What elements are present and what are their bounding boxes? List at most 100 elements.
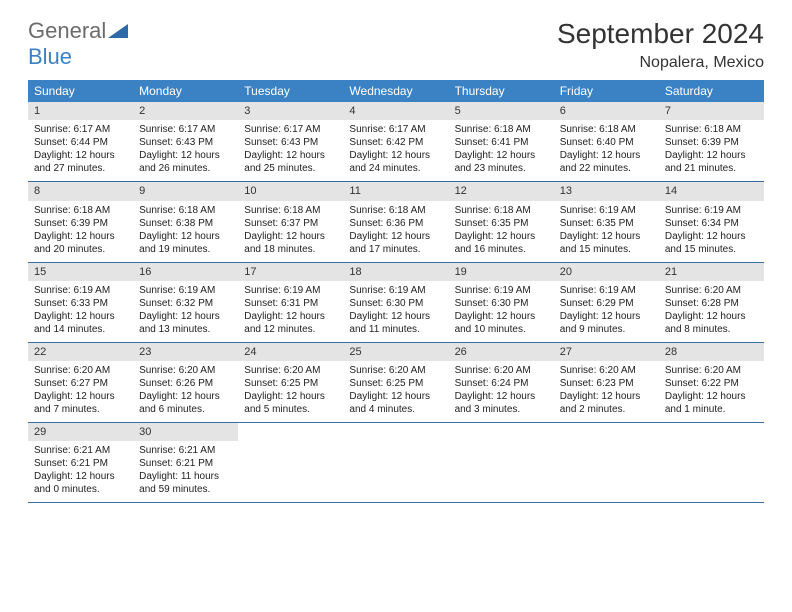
week-row: 29Sunrise: 6:21 AMSunset: 6:21 PMDayligh… — [28, 423, 764, 503]
day-number: 29 — [28, 423, 133, 441]
day-line: Sunset: 6:44 PM — [34, 136, 129, 149]
day-line: Sunrise: 6:17 AM — [139, 123, 234, 136]
day-line: Sunrise: 6:17 AM — [349, 123, 444, 136]
day-number: 25 — [343, 343, 448, 361]
day-line: and 13 minutes. — [139, 323, 234, 336]
day-line: Sunset: 6:29 PM — [560, 297, 655, 310]
day-number: 27 — [554, 343, 659, 361]
day-line: and 4 minutes. — [349, 403, 444, 416]
week-row: 1Sunrise: 6:17 AMSunset: 6:44 PMDaylight… — [28, 102, 764, 182]
day-cell: 17 Sunrise: 6:19 AMSunset: 6:31 PMDayligh… — [238, 263, 343, 342]
weekday-header-row: SundayMondayTuesdayWednesdayThursdayFrid… — [28, 80, 764, 102]
day-line: and 26 minutes. — [139, 162, 234, 175]
day-cell: 27Sunrise: 6:20 AMSunset: 6:23 PMDayligh… — [554, 343, 659, 422]
day-body: Sunrise: 6:18 AMSunset: 6:38 PMDaylight:… — [133, 204, 238, 256]
day-line: Sunset: 6:43 PM — [139, 136, 234, 149]
day-cell: 28Sunrise: 6:20 AMSunset: 6:22 PMDayligh… — [659, 343, 764, 422]
day-line: Sunrise: 6:20 AM — [665, 284, 760, 297]
day-line: Sunset: 6:31 PM — [244, 297, 339, 310]
day-line: Daylight: 12 hours — [244, 149, 339, 162]
calendar-body: 1Sunrise: 6:17 AMSunset: 6:44 PMDaylight… — [28, 102, 764, 503]
day-line: Sunset: 6:43 PM — [244, 136, 339, 149]
day-line: Daylight: 12 hours — [349, 390, 444, 403]
day-body: Sunrise: 6:17 AMSunset: 6:43 PMDaylight:… — [238, 123, 343, 175]
day-line: Sunset: 6:39 PM — [665, 136, 760, 149]
day-cell: 9Sunrise: 6:18 AMSunset: 6:38 PMDaylight… — [133, 182, 238, 261]
day-line: Daylight: 12 hours — [560, 310, 655, 323]
day-line: Sunrise: 6:19 AM — [455, 284, 550, 297]
day-body: Sunrise: 6:17 AMSunset: 6:43 PMDaylight:… — [133, 123, 238, 175]
day-line: Daylight: 12 hours — [455, 149, 550, 162]
day-line: Daylight: 12 hours — [34, 470, 129, 483]
day-cell-empty — [238, 423, 343, 502]
day-line: Sunset: 6:30 PM — [455, 297, 550, 310]
day-body: Sunrise: 6:18 AMSunset: 6:36 PMDaylight:… — [343, 204, 448, 256]
day-line: and 9 minutes. — [560, 323, 655, 336]
day-line: Sunset: 6:33 PM — [34, 297, 129, 310]
week-row: 8Sunrise: 6:18 AMSunset: 6:39 PMDaylight… — [28, 182, 764, 262]
day-number: 15 — [28, 263, 133, 281]
day-number: 7 — [659, 102, 764, 120]
day-line: Sunrise: 6:20 AM — [34, 364, 129, 377]
day-line: Daylight: 12 hours — [34, 149, 129, 162]
day-line: and 10 minutes. — [455, 323, 550, 336]
day-line: and 17 minutes. — [349, 243, 444, 256]
day-number: 10 — [238, 182, 343, 200]
day-line: Sunrise: 6:18 AM — [455, 204, 550, 217]
day-line: Sunrise: 6:18 AM — [34, 204, 129, 217]
day-number: 11 — [343, 182, 448, 200]
day-number: 21 — [659, 263, 764, 281]
logo-word-2: Blue — [28, 44, 72, 69]
day-number: 24 — [238, 343, 343, 361]
title-block: September 2024 Nopalera, Mexico — [557, 18, 764, 72]
day-line: Sunset: 6:21 PM — [139, 457, 234, 470]
day-number: 16 — [133, 263, 238, 281]
day-body: Sunrise: 6:20 AMSunset: 6:22 PMDaylight:… — [659, 364, 764, 416]
day-body: Sunrise: 6:19 AMSunset: 6:31 PMDaylight:… — [238, 284, 343, 336]
day-line: and 22 minutes. — [560, 162, 655, 175]
day-line: Sunrise: 6:18 AM — [665, 123, 760, 136]
day-cell: 26Sunrise: 6:20 AMSunset: 6:24 PMDayligh… — [449, 343, 554, 422]
day-body: Sunrise: 6:19 AMSunset: 6:33 PMDaylight:… — [28, 284, 133, 336]
day-line: and 25 minutes. — [244, 162, 339, 175]
day-cell: 12Sunrise: 6:18 AMSunset: 6:35 PMDayligh… — [449, 182, 554, 261]
day-number: 26 — [449, 343, 554, 361]
day-line: Sunset: 6:42 PM — [349, 136, 444, 149]
day-body: Sunrise: 6:17 AMSunset: 6:42 PMDaylight:… — [343, 123, 448, 175]
day-line: and 11 minutes. — [349, 323, 444, 336]
day-line: and 15 minutes. — [560, 243, 655, 256]
day-line: Daylight: 12 hours — [455, 230, 550, 243]
day-line: Daylight: 12 hours — [349, 230, 444, 243]
day-line: Sunset: 6:35 PM — [455, 217, 550, 230]
day-cell: 20Sunrise: 6:19 AMSunset: 6:29 PMDayligh… — [554, 263, 659, 342]
day-line: Daylight: 12 hours — [139, 230, 234, 243]
day-line: Sunrise: 6:19 AM — [34, 284, 129, 297]
day-line: Daylight: 12 hours — [455, 390, 550, 403]
day-line: and 5 minutes. — [244, 403, 339, 416]
day-line: and 27 minutes. — [34, 162, 129, 175]
day-line: Sunset: 6:36 PM — [349, 217, 444, 230]
day-cell-empty — [659, 423, 764, 502]
day-line: Daylight: 12 hours — [455, 310, 550, 323]
day-line: Daylight: 12 hours — [560, 390, 655, 403]
day-line: and 16 minutes. — [455, 243, 550, 256]
day-number: 19 — [449, 263, 554, 281]
day-line: Sunrise: 6:18 AM — [139, 204, 234, 217]
day-cell: 6Sunrise: 6:18 AMSunset: 6:40 PMDaylight… — [554, 102, 659, 181]
day-number: 23 — [133, 343, 238, 361]
day-cell-empty — [449, 423, 554, 502]
day-line: Sunrise: 6:19 AM — [560, 204, 655, 217]
day-cell: 4Sunrise: 6:17 AMSunset: 6:42 PMDaylight… — [343, 102, 448, 181]
day-number: 17 — [238, 263, 343, 281]
day-line: Daylight: 12 hours — [34, 230, 129, 243]
day-line: Sunrise: 6:20 AM — [244, 364, 339, 377]
day-cell: 5Sunrise: 6:18 AMSunset: 6:41 PMDaylight… — [449, 102, 554, 181]
day-body: Sunrise: 6:19 AMSunset: 6:30 PMDaylight:… — [449, 284, 554, 336]
day-line: Sunrise: 6:18 AM — [244, 204, 339, 217]
day-body: Sunrise: 6:20 AMSunset: 6:25 PMDaylight:… — [343, 364, 448, 416]
logo-text: General Blue — [28, 18, 128, 70]
day-line: Daylight: 12 hours — [244, 310, 339, 323]
day-line: and 15 minutes. — [665, 243, 760, 256]
day-body: Sunrise: 6:19 AMSunset: 6:30 PMDaylight:… — [343, 284, 448, 336]
day-number: 3 — [238, 102, 343, 120]
